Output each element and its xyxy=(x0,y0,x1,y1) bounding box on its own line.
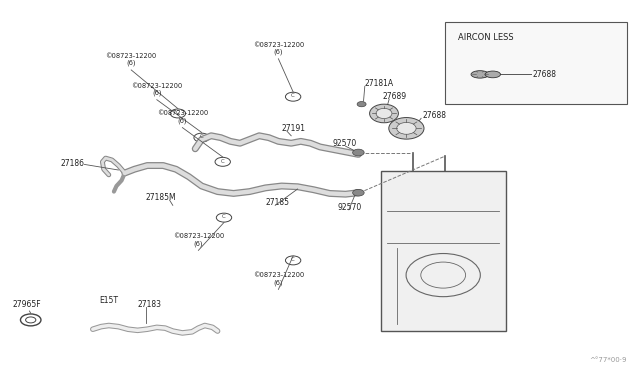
Text: ©08723-12200
(6): ©08723-12200 (6) xyxy=(106,53,157,66)
Circle shape xyxy=(285,256,301,265)
Text: C: C xyxy=(176,110,180,115)
Text: ©08723-12200
(6): ©08723-12200 (6) xyxy=(131,83,182,96)
Text: C: C xyxy=(200,134,204,140)
Text: 27181A: 27181A xyxy=(365,79,394,88)
Ellipse shape xyxy=(388,118,424,139)
Text: 27688: 27688 xyxy=(532,70,557,79)
Ellipse shape xyxy=(370,104,399,123)
Text: 27688: 27688 xyxy=(422,111,447,120)
Bar xyxy=(445,22,627,104)
Text: 27186: 27186 xyxy=(61,159,84,168)
Text: 92570: 92570 xyxy=(333,139,357,148)
Text: ©08723-12200
(6): ©08723-12200 (6) xyxy=(253,272,304,286)
Text: AIRCON LESS: AIRCON LESS xyxy=(458,33,513,42)
Text: ©08723-12200
(6): ©08723-12200 (6) xyxy=(173,233,224,247)
Text: C: C xyxy=(291,257,295,262)
Circle shape xyxy=(215,157,230,166)
Text: C: C xyxy=(291,93,295,99)
Text: E15T: E15T xyxy=(99,296,118,305)
Ellipse shape xyxy=(397,122,416,134)
Text: 92570: 92570 xyxy=(338,203,362,212)
Text: C: C xyxy=(222,214,226,219)
Text: 27183: 27183 xyxy=(138,300,161,309)
Circle shape xyxy=(353,189,364,196)
Text: ^°77*00·9: ^°77*00·9 xyxy=(589,357,627,363)
Text: ©08723-12200
(6): ©08723-12200 (6) xyxy=(157,110,208,124)
Circle shape xyxy=(353,149,364,156)
Circle shape xyxy=(357,102,366,107)
Text: 27185M: 27185M xyxy=(146,193,177,202)
Circle shape xyxy=(285,92,301,101)
Circle shape xyxy=(170,109,186,118)
FancyBboxPatch shape xyxy=(381,171,506,331)
Text: 27965F: 27965F xyxy=(13,300,42,309)
Text: 27191: 27191 xyxy=(282,124,306,133)
Circle shape xyxy=(216,213,232,222)
Ellipse shape xyxy=(376,108,392,119)
Text: 27689: 27689 xyxy=(383,92,407,101)
Ellipse shape xyxy=(485,71,500,78)
Ellipse shape xyxy=(471,71,489,78)
Text: ©08723-12200
(6): ©08723-12200 (6) xyxy=(253,42,304,55)
Text: C: C xyxy=(221,158,225,164)
Circle shape xyxy=(194,133,209,142)
Text: 27185: 27185 xyxy=(266,198,289,207)
